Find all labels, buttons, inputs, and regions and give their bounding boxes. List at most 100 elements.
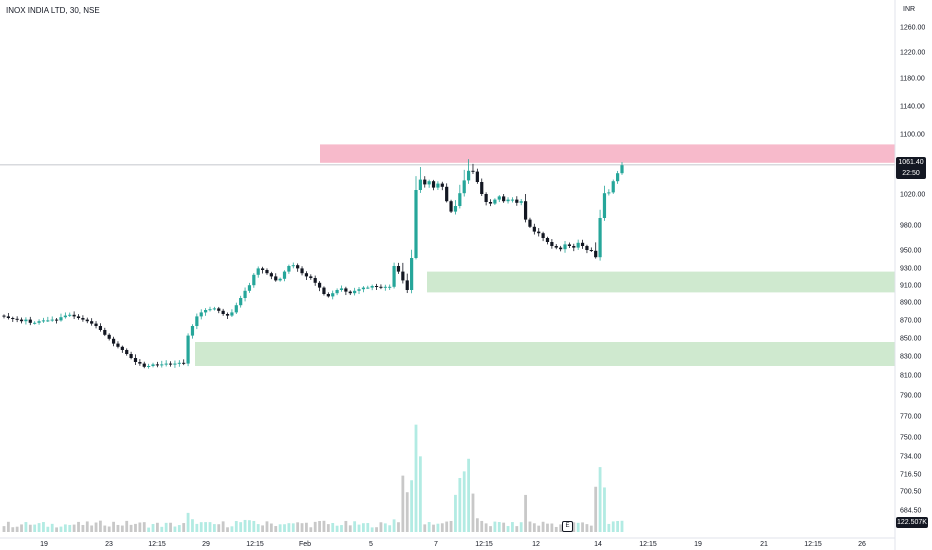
candle[interactable] xyxy=(204,308,208,316)
candle[interactable] xyxy=(300,266,304,276)
candle[interactable] xyxy=(374,283,379,290)
candle[interactable] xyxy=(287,264,291,274)
candle[interactable] xyxy=(357,286,361,294)
candle[interactable] xyxy=(396,262,401,274)
candle[interactable] xyxy=(6,312,10,320)
candle[interactable] xyxy=(274,273,278,282)
candle[interactable] xyxy=(129,351,133,360)
candle[interactable] xyxy=(208,306,212,312)
candle[interactable] xyxy=(331,290,335,300)
candle[interactable] xyxy=(186,333,190,367)
candle[interactable] xyxy=(54,317,59,324)
candle[interactable] xyxy=(182,359,186,366)
candle[interactable] xyxy=(366,285,370,289)
candle[interactable] xyxy=(326,292,330,298)
candle[interactable] xyxy=(28,316,32,326)
candle[interactable] xyxy=(120,345,124,353)
candle[interactable] xyxy=(33,321,37,325)
candle[interactable] xyxy=(195,313,199,330)
candle[interactable] xyxy=(445,183,449,203)
candle[interactable] xyxy=(147,363,151,369)
candle[interactable] xyxy=(401,262,405,284)
candle[interactable] xyxy=(616,170,620,184)
candle[interactable] xyxy=(155,361,160,368)
candle[interactable] xyxy=(173,360,177,368)
candle[interactable] xyxy=(94,321,98,329)
candle[interactable] xyxy=(256,266,260,278)
candle[interactable] xyxy=(519,199,523,206)
candle[interactable] xyxy=(107,333,111,341)
price-axis[interactable]: 1260.00 1220.00 1180.00 1140.00 1100.00 1020.… xyxy=(900,25,925,515)
candle[interactable] xyxy=(541,231,545,242)
candle[interactable] xyxy=(15,316,19,323)
candle[interactable] xyxy=(436,181,440,190)
candle[interactable] xyxy=(418,166,422,193)
candle[interactable] xyxy=(594,242,598,259)
candle[interactable] xyxy=(217,306,221,314)
candle[interactable] xyxy=(550,239,554,249)
candle[interactable] xyxy=(497,195,501,203)
candle[interactable] xyxy=(116,341,120,349)
candle[interactable] xyxy=(370,284,374,291)
candle[interactable] xyxy=(559,245,563,252)
candle[interactable] xyxy=(190,324,195,339)
candle[interactable] xyxy=(510,197,515,203)
candle[interactable] xyxy=(317,281,322,292)
candle[interactable] xyxy=(309,274,313,280)
candle[interactable] xyxy=(85,317,89,324)
candle[interactable] xyxy=(247,282,252,293)
candle[interactable] xyxy=(98,323,103,332)
candle[interactable] xyxy=(488,199,493,207)
support-zone[interactable] xyxy=(195,342,895,366)
candle[interactable] xyxy=(37,319,41,325)
candle[interactable] xyxy=(142,361,146,369)
candle[interactable] xyxy=(405,273,409,294)
candle[interactable] xyxy=(537,228,541,237)
candle[interactable] xyxy=(151,362,155,368)
candle[interactable] xyxy=(589,247,593,253)
candle[interactable] xyxy=(515,196,519,206)
candle[interactable] xyxy=(243,287,247,302)
candle[interactable] xyxy=(532,223,536,235)
candle[interactable] xyxy=(475,168,479,184)
candle[interactable] xyxy=(278,277,282,282)
candle[interactable] xyxy=(24,317,28,325)
candle[interactable] xyxy=(125,348,129,356)
candle[interactable] xyxy=(480,178,484,196)
candle[interactable] xyxy=(322,286,326,296)
candle[interactable] xyxy=(76,314,81,320)
candle[interactable] xyxy=(234,302,238,314)
candle[interactable] xyxy=(50,316,54,322)
candle[interactable] xyxy=(523,194,528,223)
candle[interactable] xyxy=(68,312,72,317)
candle[interactable] xyxy=(296,263,300,272)
candle[interactable] xyxy=(431,179,436,191)
time-axis[interactable]: 19 23 12:15 29 12:15 Feb 5 7 12:15 12 14 12:15 19 21 1… xyxy=(40,541,866,548)
earnings-badge[interactable]: E xyxy=(562,521,573,532)
candle[interactable] xyxy=(252,273,256,288)
candle[interactable] xyxy=(427,179,431,188)
candle[interactable] xyxy=(19,317,24,324)
candle[interactable] xyxy=(423,176,427,188)
candle[interactable] xyxy=(466,159,471,184)
candle[interactable] xyxy=(484,192,488,206)
candle[interactable] xyxy=(46,316,50,323)
candle[interactable] xyxy=(269,271,273,280)
candle[interactable] xyxy=(410,249,414,294)
candle[interactable] xyxy=(291,262,295,269)
candle[interactable] xyxy=(212,306,216,311)
candle[interactable] xyxy=(607,189,611,196)
resistance-zone[interactable] xyxy=(320,144,895,163)
candle[interactable] xyxy=(239,295,243,308)
candle[interactable] xyxy=(111,336,116,347)
candle[interactable] xyxy=(388,284,392,290)
candle[interactable] xyxy=(567,242,572,249)
candle[interactable] xyxy=(392,262,396,289)
symbol-title[interactable]: INOX INDIA LTD, 30, NSE xyxy=(6,6,100,15)
candle[interactable] xyxy=(440,181,444,191)
candle[interactable] xyxy=(168,361,173,367)
candle[interactable] xyxy=(133,354,138,365)
candle[interactable] xyxy=(453,200,458,215)
candle[interactable] xyxy=(335,288,339,296)
candle[interactable] xyxy=(199,309,203,320)
